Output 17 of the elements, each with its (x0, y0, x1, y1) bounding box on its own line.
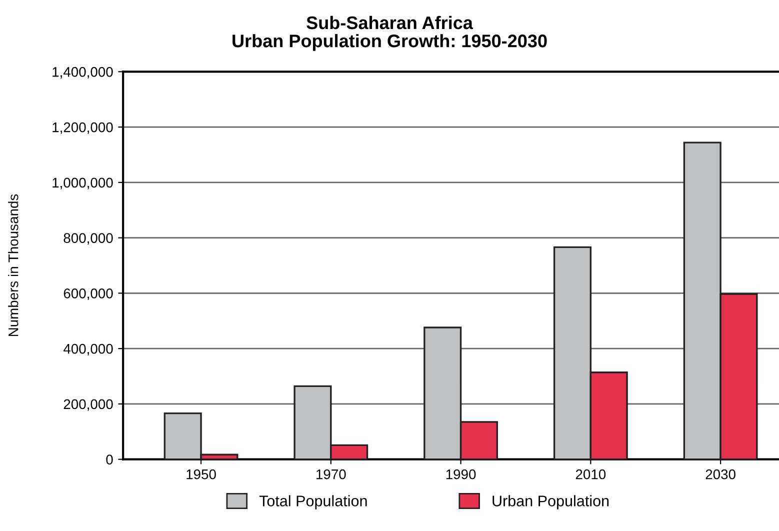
x-tick-label: 1950 (186, 469, 216, 480)
legend-label: Total Population (259, 495, 367, 510)
x-tick-label: 2030 (706, 469, 736, 480)
y-tick-label: 200,000 (64, 399, 113, 411)
x-tick-label: 1990 (446, 469, 476, 480)
x-tick-label: 2010 (576, 469, 606, 480)
x-tick-label: 1970 (316, 469, 346, 480)
y-tick-label: 1,000,000 (52, 178, 113, 190)
chart-title: Sub-Saharan Africa Urban Population Growth: 1950-2030 (232, 16, 547, 51)
y-axis-title: Numbers in Thousands (8, 194, 18, 336)
y-tick-label: 1,400,000 (52, 67, 113, 78)
y-tick-label: 600,000 (64, 288, 113, 300)
y-tick-label: 800,000 (64, 233, 113, 245)
y-tick-label: 0 (106, 454, 113, 464)
y-tick-label: 400,000 (63, 344, 113, 356)
legend-label: Urban Population (492, 495, 609, 510)
y-tick-label: 1,200,000 (52, 122, 113, 134)
